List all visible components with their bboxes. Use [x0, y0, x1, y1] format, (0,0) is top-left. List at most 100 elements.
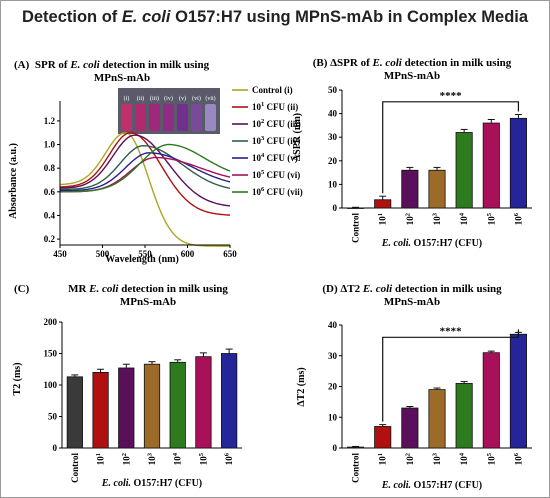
- legend-label-0: Control (i): [252, 85, 293, 95]
- legend-text: CFU (iv): [264, 136, 300, 146]
- y-tick-label: 40: [328, 320, 338, 330]
- x-category-label: 105: [486, 212, 497, 225]
- panel-b-title-line2: MPnS-mAb: [384, 70, 440, 82]
- panel-c-ylabel: T2 (ms): [12, 362, 23, 395]
- panel-a-ylabel: Absorbance (a.u.): [8, 143, 19, 219]
- x-category-label: Control: [351, 453, 361, 483]
- category-base: 10: [486, 216, 496, 226]
- spectrum-line-6: [60, 143, 231, 193]
- x-category-label: 102: [404, 213, 415, 225]
- category-sup: 4: [172, 452, 179, 456]
- y-tick-label: 20: [328, 382, 338, 392]
- panel-a: (A) SPR of E. coli detection in milk usi…: [8, 59, 303, 265]
- x-category-label: 106: [513, 452, 524, 465]
- category-base: Control: [70, 453, 80, 483]
- x-category-label: 103: [147, 452, 158, 465]
- panel-d-title-line2: MPnS-mAb: [384, 296, 440, 308]
- vial: [163, 104, 174, 131]
- legend-sup: 5: [261, 169, 265, 176]
- legend-text: CFU (ii): [264, 102, 298, 112]
- spectrum-line-4: [60, 152, 231, 192]
- bar-0: [66, 376, 83, 449]
- x-category-label: 106: [513, 212, 524, 225]
- panel-c-title-pre: MR: [68, 283, 89, 295]
- legend-label-1: 101 CFU (ii): [252, 101, 298, 112]
- category-base: 10: [432, 216, 442, 226]
- panel-b-title-post: detection in milk using: [402, 57, 512, 69]
- panel-a-label: (A): [14, 59, 30, 71]
- vial-label: (vi): [192, 95, 201, 102]
- title-italic: E. coli: [121, 8, 171, 26]
- panel-a-title-pre: SPR of: [35, 59, 70, 71]
- category-sup: 3: [147, 452, 154, 456]
- category-sup: 2: [404, 453, 411, 456]
- category-sup: 5: [486, 212, 493, 216]
- category-base: 10: [432, 456, 442, 466]
- spectrum-line-1: [60, 132, 231, 216]
- panel-a-title-post: detection in milk using: [100, 59, 210, 71]
- vial: [149, 104, 160, 131]
- legend-base: 10: [252, 153, 262, 163]
- y-tick-label: 30: [328, 351, 338, 361]
- x-category-label: Control: [351, 213, 361, 243]
- spectrum-line-5: [60, 156, 231, 193]
- category-sup: 4: [459, 212, 466, 216]
- category-base: 10: [198, 456, 208, 466]
- y-tick-label: 10: [328, 412, 338, 422]
- spectrum-line-2: [60, 134, 231, 207]
- category-base: Control: [351, 213, 361, 243]
- panel-c-xlabel: E. coli. O157:H7 (CFU): [101, 478, 202, 489]
- panel-c-label: (C): [14, 283, 30, 295]
- panel-a-xlabel: Wavelength (nm): [105, 254, 179, 265]
- legend-sup: 4: [261, 152, 265, 159]
- category-base: 10: [405, 216, 415, 226]
- legend-base: 10: [252, 119, 262, 129]
- category-sup: 6: [224, 452, 231, 456]
- category-sup: 2: [404, 213, 411, 216]
- x-category-label: 101: [95, 453, 106, 465]
- category-sup: 5: [198, 452, 205, 456]
- legend-base: 10: [252, 187, 262, 197]
- x-category-label: 102: [404, 453, 415, 465]
- vial: [205, 104, 216, 131]
- y-tick-label: 30: [328, 132, 338, 142]
- bar-5: [482, 122, 500, 209]
- legend-label-3: 103 CFU (iv): [252, 135, 300, 146]
- legend-label-5: 105 CFU (vi): [252, 169, 300, 180]
- panel-b-xlabel: E. coli. O157:H7 (CFU): [381, 238, 482, 249]
- title-post: O157:H7 using MPnS-mAb in Complex Media: [170, 8, 529, 26]
- category-sup: 1: [377, 453, 384, 456]
- panel-a-y-tick-label: 0.6: [44, 187, 56, 197]
- panel-c-title-post: detection in milk using: [119, 283, 229, 295]
- bar-2: [118, 367, 135, 449]
- bar-1: [92, 371, 109, 449]
- legend-base: 10: [252, 102, 262, 112]
- category-base: 10: [378, 456, 388, 466]
- legend-base: 10: [252, 170, 262, 180]
- y-tick-label: 20: [328, 156, 338, 166]
- x-category-label: 101: [377, 453, 388, 465]
- legend-text: CFU (v): [264, 153, 298, 163]
- bar-5: [482, 352, 500, 449]
- panel-b-title-pre: (B) ΔSPR of: [313, 57, 373, 69]
- category-sup: 1: [377, 213, 384, 216]
- x-category-label: 105: [198, 452, 209, 465]
- vial: [121, 104, 132, 131]
- vial: [135, 104, 146, 131]
- panel-a-x-tick-label: 650: [223, 249, 237, 259]
- significance-label: ****: [440, 325, 463, 337]
- bar-6: [509, 333, 527, 449]
- x-category-label: 104: [172, 452, 183, 465]
- panel-a-x-tick-label: 500: [96, 249, 110, 259]
- vial-label: (vii): [205, 95, 215, 102]
- bar-3: [143, 363, 161, 449]
- bar-4: [169, 361, 186, 449]
- panel-b: (B) ΔSPR of E. coli detection in milk us…: [292, 57, 532, 249]
- category-sup: 3: [432, 452, 439, 456]
- legend-sup: 2: [261, 118, 264, 125]
- category-base: 10: [459, 456, 469, 466]
- vial: [191, 104, 202, 131]
- category-base: 10: [459, 216, 469, 226]
